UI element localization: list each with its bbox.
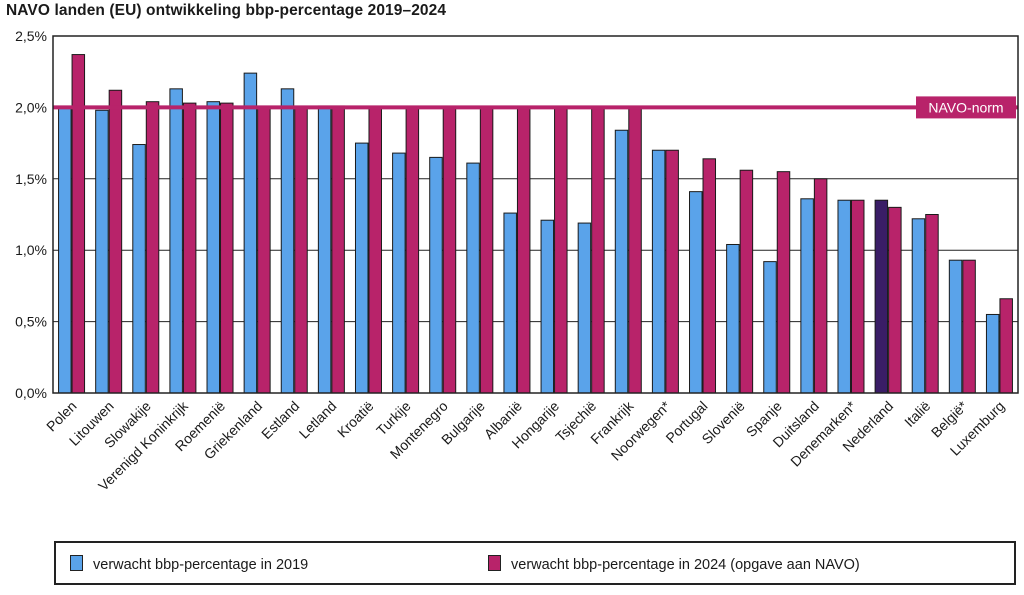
bar-2024 [442, 106, 457, 394]
bar-2024 [554, 106, 568, 394]
bar-2024 [331, 105, 345, 394]
bar-2024 [702, 158, 717, 394]
bar-2024 [813, 178, 828, 394]
x-category-label: Estland [258, 398, 302, 442]
bar-2024 [71, 54, 86, 394]
y-tick-label: 0,0% [15, 385, 47, 401]
bar-2024 [405, 106, 420, 394]
y-tick-label: 1,5% [15, 171, 47, 187]
bar-2024 [925, 214, 939, 394]
bar-2024 [962, 259, 976, 394]
bar-2019 [466, 162, 480, 394]
legend: verwacht bbp-percentage in 2019 verwacht… [54, 541, 1016, 585]
bar-2019 [985, 313, 1000, 394]
bar-2024 [220, 102, 234, 394]
bar-2019 [95, 109, 109, 394]
bar-2019 [800, 198, 814, 394]
norm-label-box [916, 96, 1016, 119]
bar-2024 [516, 106, 531, 394]
bar-2024 [776, 171, 791, 394]
bar-2019 [354, 142, 369, 394]
bar-2024 [145, 101, 160, 394]
x-category-label: Letland [296, 398, 340, 442]
bar-2024 [368, 106, 382, 394]
norm-label: NAVO-norm [928, 99, 1003, 115]
bar-2019 [540, 219, 555, 394]
bar-2024 [479, 106, 494, 394]
bar-2019 [577, 222, 592, 394]
bar-2019 [280, 88, 295, 394]
bar-2019 [689, 191, 703, 394]
legend-swatch-2019 [70, 555, 83, 571]
bar-2024 [257, 106, 271, 394]
legend-item-2019: verwacht bbp-percentage in 2019 [70, 555, 308, 573]
bar-2024 [294, 106, 308, 394]
bar-2024 [108, 89, 123, 394]
bar-2019 [614, 129, 629, 394]
bar-layer [58, 54, 1013, 394]
bar-2024 [739, 169, 754, 394]
bar-2019 [726, 243, 740, 394]
grid-layer [53, 35, 1018, 394]
bar-2019 [169, 88, 183, 394]
bar-2019 [837, 199, 851, 394]
bar-2024 [999, 298, 1013, 394]
bar-2019 [206, 101, 221, 394]
bar-2019 [317, 105, 332, 394]
bar-2019 [429, 156, 443, 394]
bar-2024 [628, 106, 642, 394]
bar-2019 [392, 152, 406, 394]
bar-2019 [651, 149, 666, 394]
bar-2019 [763, 261, 777, 394]
bar-chart: NAVO-norm 0,0%0,5%1,0%1,5%2,0%2,5%PolenL… [15, 28, 1019, 494]
legend-swatch-2024 [488, 555, 501, 571]
bar-2019 [874, 199, 889, 394]
bar-2019 [243, 72, 258, 394]
chart-title: NAVO landen (EU) ontwikkeling bbp-percen… [6, 2, 447, 19]
bar-2019 [911, 218, 926, 394]
bar-2019 [948, 259, 963, 394]
bar-2024 [591, 106, 605, 394]
bar-2024 [850, 199, 865, 394]
bar-2019 [58, 106, 72, 394]
bar-2024 [182, 102, 197, 394]
y-tick-label: 1,0% [15, 242, 47, 258]
legend-label-2019: verwacht bbp-percentage in 2019 [93, 557, 309, 573]
y-tick-label: 2,5% [15, 28, 47, 44]
norm-layer: NAVO-norm [53, 96, 1018, 119]
bar-2019 [503, 212, 517, 394]
bar-2024 [665, 149, 679, 394]
plot-frame [52, 35, 1019, 394]
y-tick-label: 0,5% [15, 314, 47, 330]
legend-item-2024: verwacht bbp-percentage in 2024 (opgave … [488, 555, 860, 573]
legend-label-2024: verwacht bbp-percentage in 2024 (opgave … [511, 557, 860, 573]
bar-2019 [132, 144, 146, 394]
x-category-label: Italië [901, 398, 933, 430]
bar-2024 [888, 206, 902, 394]
x-category-label: Kroatië [334, 398, 377, 441]
y-tick-label: 2,0% [15, 99, 47, 115]
